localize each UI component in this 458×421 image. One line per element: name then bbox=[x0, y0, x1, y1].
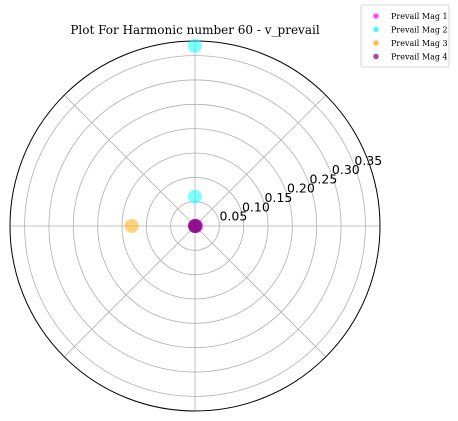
legend-marker bbox=[373, 26, 379, 33]
data-point bbox=[188, 38, 202, 53]
theta-gridline bbox=[194, 94, 327, 227]
data-point-overlay bbox=[188, 219, 202, 233]
chart-title: Plot For Harmonic number 60 - v_prevail bbox=[70, 23, 319, 37]
r-tick-label: 0.10 bbox=[242, 199, 270, 214]
radial-gridline bbox=[24, 55, 366, 397]
radial-gridline bbox=[97, 128, 293, 324]
legend-label: Prevail Mag 3 bbox=[391, 39, 448, 48]
legend-label: Prevail Mag 1 bbox=[391, 12, 448, 21]
theta-gridline bbox=[63, 94, 196, 227]
legend-marker bbox=[373, 13, 379, 19]
legend-marker bbox=[373, 40, 379, 46]
radial-gridline bbox=[145, 176, 245, 276]
r-tick-label: 0.30 bbox=[332, 162, 360, 177]
legend-box bbox=[360, 4, 450, 68]
legend-marker bbox=[373, 53, 379, 60]
legend-label: Prevail Mag 2 bbox=[391, 26, 448, 35]
r-tick-label: 0.25 bbox=[309, 171, 337, 186]
r-tick-label: 0.05 bbox=[219, 209, 247, 224]
data-point bbox=[124, 219, 139, 233]
theta-gridline bbox=[194, 225, 327, 358]
radial-tick-labels: 0.050.100.150.200.250.300.35 bbox=[219, 153, 382, 224]
data-point bbox=[188, 189, 202, 204]
radial-gridline bbox=[121, 152, 269, 300]
radial-gridline bbox=[48, 79, 342, 373]
r-tick-label: 0.35 bbox=[354, 153, 382, 168]
r-tick-label: 0.15 bbox=[264, 190, 292, 205]
data-points bbox=[124, 38, 204, 233]
r-tick-label: 0.20 bbox=[287, 181, 315, 196]
legend: Prevail Mag 1 Prevail Mag 2 Prevail Mag 3 P… bbox=[360, 4, 450, 68]
theta-gridline bbox=[63, 225, 196, 358]
radial-gridline bbox=[72, 103, 318, 349]
legend-label: Prevail Mag 4 bbox=[391, 53, 448, 62]
